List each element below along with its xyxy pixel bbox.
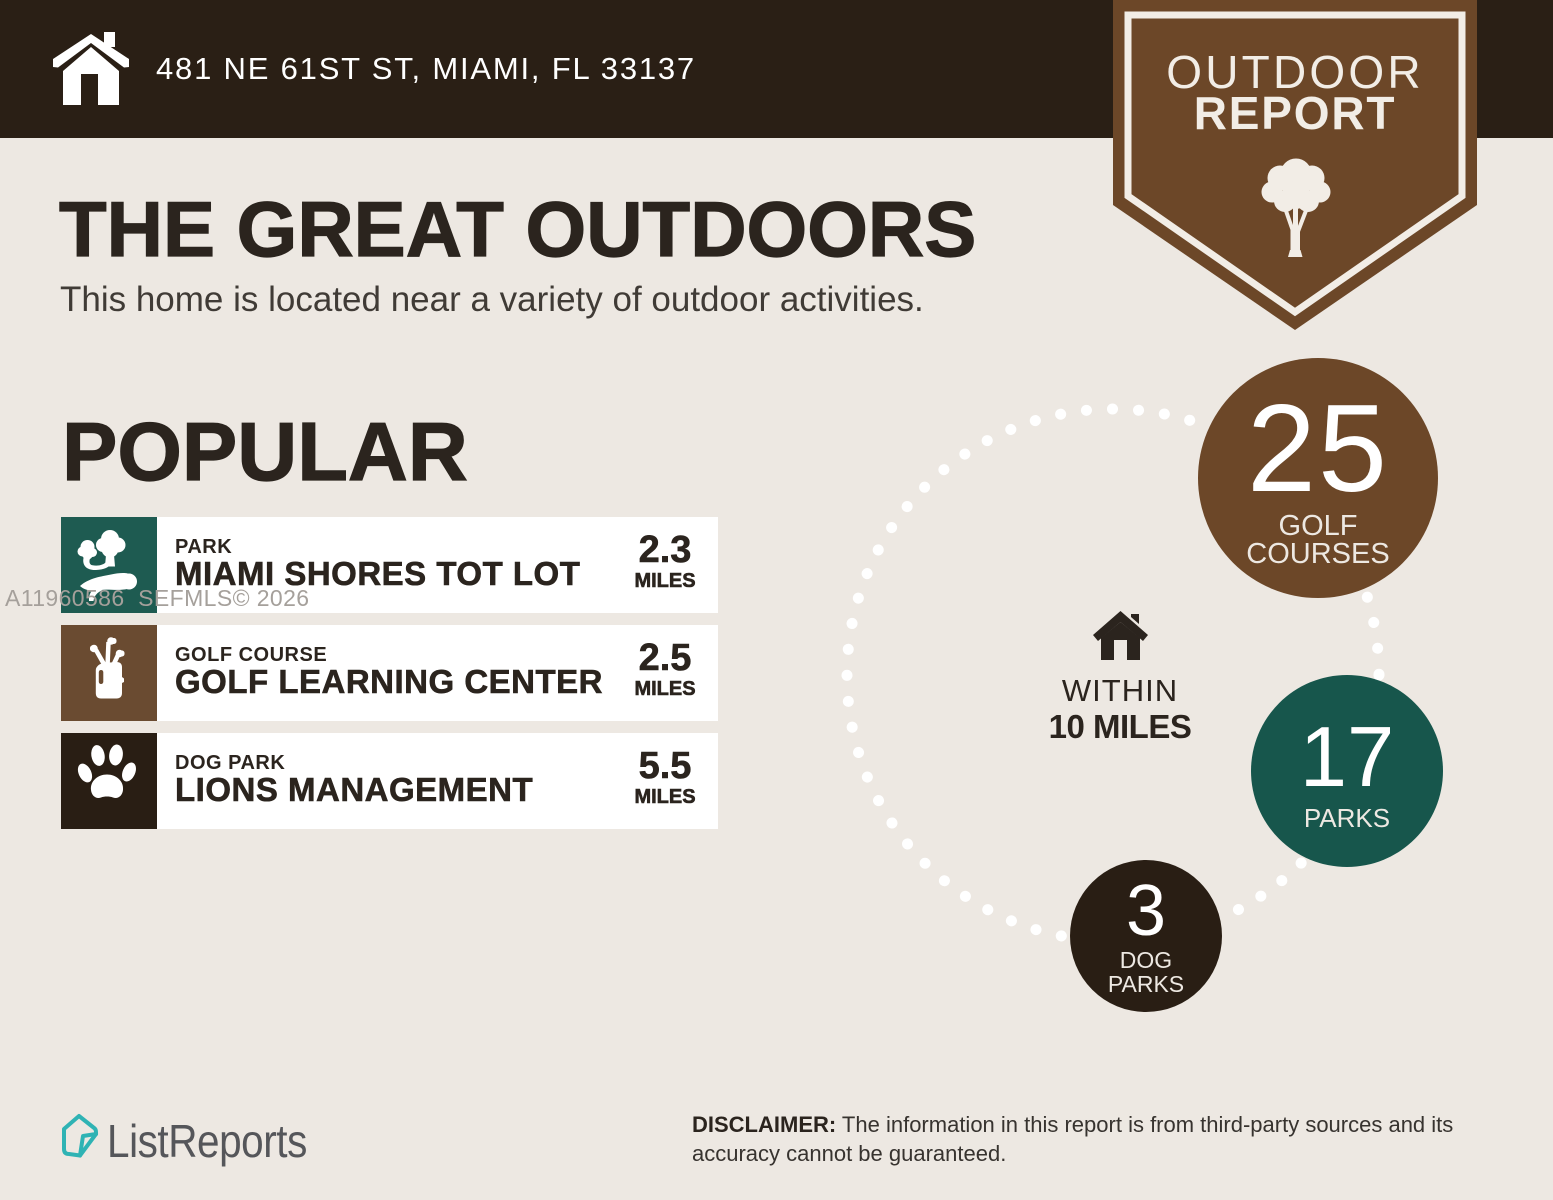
svg-text:OUTDOOR: OUTDOOR <box>1166 46 1424 98</box>
svg-text:REPORT: REPORT <box>1194 87 1396 139</box>
